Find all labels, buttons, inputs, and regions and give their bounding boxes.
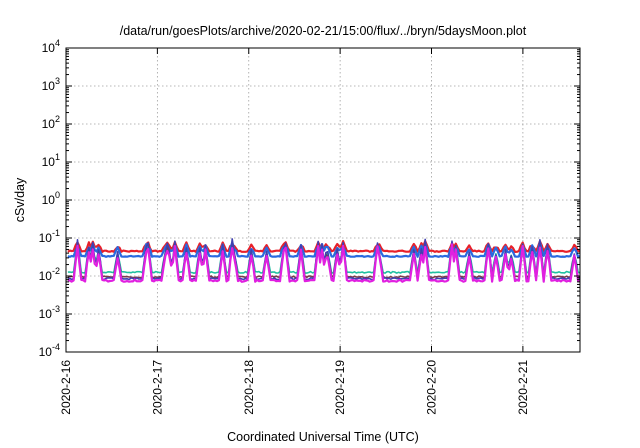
y-tick-label: 102 <box>42 114 60 131</box>
series-layer <box>67 238 581 283</box>
series-line <box>67 243 581 283</box>
x-axis: 2020-2-16 2020-2-17 2020-2-18 2020-2-19 2020… <box>59 48 530 415</box>
y-tick-label: 10-2 <box>39 266 60 283</box>
y-tick-label: 10-3 <box>39 304 60 321</box>
x-tick-label: 2020-2-17 <box>150 360 164 415</box>
y-tick-label: 101 <box>42 152 60 169</box>
y-tick-label: 104 <box>42 38 60 55</box>
y-tick-label: 103 <box>42 76 60 93</box>
x-tick-label: 2020-2-20 <box>425 360 439 415</box>
x-tick-label: 2020-2-16 <box>59 360 73 415</box>
grid <box>66 48 580 352</box>
y-axis: 10-4 10-3 10-2 10-1 100 101 102 103 104 <box>39 38 580 359</box>
x-tick-label: 2020-2-19 <box>333 360 347 415</box>
chart-title: /data/run/goesPlots/archive/2020-02-21/1… <box>120 24 527 38</box>
series-line <box>67 240 581 258</box>
x-axis-label: Coordinated Universal Time (UTC) <box>227 430 419 444</box>
x-tick-label: 2020-2-18 <box>242 360 256 415</box>
y-tick-label: 100 <box>42 190 60 207</box>
x-tick-label: 2020-2-21 <box>516 360 530 415</box>
y-axis-label: cSv/day <box>13 177 27 222</box>
y-tick-label: 10-4 <box>39 342 60 359</box>
y-tick-label: 10-1 <box>39 228 60 245</box>
